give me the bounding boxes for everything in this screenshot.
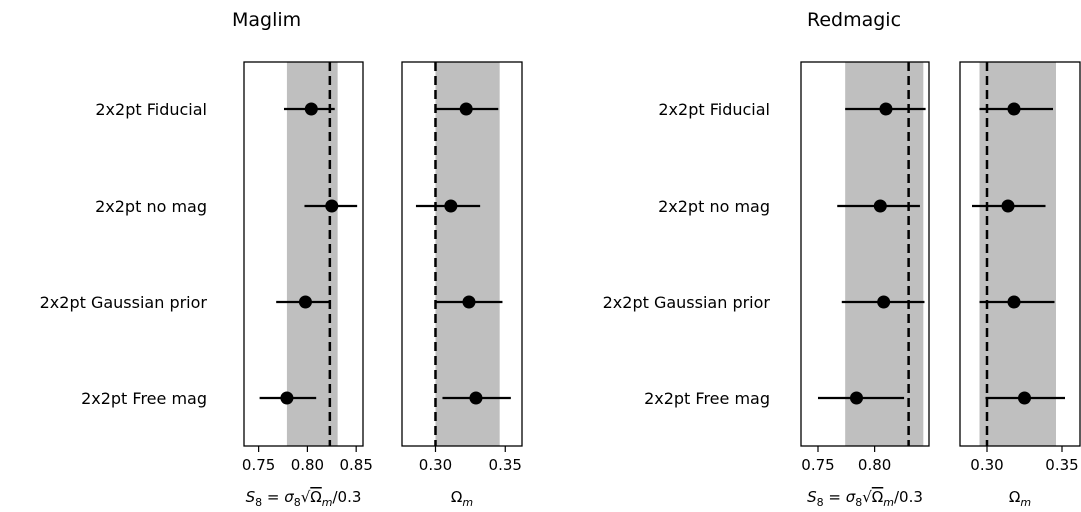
panel-1-subplot-1-point	[325, 199, 339, 213]
panel-2-subplot-2-point	[1007, 295, 1021, 309]
panel-1-subplot-2-point	[459, 102, 473, 116]
axis-label-omega-sub: m	[322, 496, 333, 509]
panel-1-subplot-1-point	[280, 391, 294, 405]
panel-2-subplot-2-band	[979, 62, 1056, 446]
panel-2-subplot-2-tick-label: 0.35	[1045, 456, 1078, 474]
axis-label-sigma: = σ	[262, 488, 294, 506]
panel-2-title: Redmagic	[807, 9, 901, 31]
panel-2-subplot-2-point	[1007, 102, 1021, 116]
axis-label-sqrt: √	[301, 488, 311, 506]
axis-label-tail: /0.3	[894, 488, 923, 506]
panel-2-subplot-1-point	[877, 295, 891, 309]
axis-label-sqrt: √	[862, 488, 872, 506]
panel-1-subplot-2-tick-label: 0.35	[489, 456, 522, 474]
axis-label-omega-sub: m	[883, 496, 894, 509]
axis-label-tail: /0.3	[332, 488, 361, 506]
axis-label-omega-sub: m	[1020, 496, 1031, 509]
axis-label-omega: Ω	[451, 488, 462, 506]
panel-1-row-label: 2x2pt Free mag	[81, 389, 207, 408]
axis-label-s: S	[246, 488, 256, 506]
panel-1-subplot-2-point	[444, 199, 458, 213]
panel-1-row-label: 2x2pt Fiducial	[95, 100, 207, 119]
axis-label-sub: 8	[817, 496, 824, 509]
panel-1-subplot-1-tick-label: 0.85	[339, 456, 372, 474]
panel-2-subplot-1-point	[873, 199, 887, 213]
axis-label-s: S	[807, 488, 817, 506]
panel-2-subplot-1-point	[879, 102, 893, 116]
axis-label-sub2: 8	[855, 496, 862, 509]
panel-1-subplot-1-tick-label: 0.80	[291, 456, 324, 474]
panel-1-subplot-1-point	[298, 295, 312, 309]
panel-2-subplot-2-frame	[959, 61, 1081, 447]
panel-2-row-label: 2x2pt no mag	[658, 197, 770, 216]
axis-label-omega: Ω	[310, 488, 321, 506]
panel-1-subplot-1-tick-label: 0.75	[242, 456, 275, 474]
panel-2-subplot-2-axis-label: Ωm	[1009, 488, 1031, 509]
panel-1-row-label: 2x2pt no mag	[95, 197, 207, 216]
panel-2-subplot-1-axis-label: S8 = σ8√Ωm/0.3	[807, 488, 923, 509]
panel-1-subplot-2-point	[462, 295, 476, 309]
axis-label-omega: Ω	[872, 488, 883, 506]
panel-1-subplot-2-tick-label: 0.30	[419, 456, 452, 474]
panel-2-row-label: 2x2pt Free mag	[644, 389, 770, 408]
panel-1-row-label: 2x2pt Gaussian prior	[40, 293, 208, 312]
panel-2-subplot-1-tick-label: 0.80	[858, 456, 891, 474]
panel-1-title: Maglim	[232, 9, 301, 31]
panel-2-subplot-1-tick-label: 0.75	[801, 456, 834, 474]
panel-2-subplot-2-point	[1001, 199, 1015, 213]
panel-1-subplot-2-axis-label: Ωm	[451, 488, 473, 509]
panel-2-row-label: 2x2pt Gaussian prior	[603, 293, 771, 312]
axis-label-omega-sub: m	[462, 496, 473, 509]
panel-1-subplot-1-point	[304, 102, 318, 116]
panel-1-subplot-2-point	[469, 391, 483, 405]
panel-2-subplot-2-tick-label: 0.30	[970, 456, 1003, 474]
axis-label-omega: Ω	[1009, 488, 1020, 506]
panel-2-subplot-1-frame	[800, 61, 930, 447]
panel-1-subplot-1-frame	[243, 61, 364, 447]
panel-2-subplot-1-point	[850, 391, 864, 405]
panel-2-subplot-2-point	[1018, 391, 1031, 405]
panel-2-row-label: 2x2pt Fiducial	[658, 100, 770, 119]
axis-label-sub2: 8	[294, 496, 301, 509]
panel-2-subplot-1-band	[845, 62, 924, 446]
panel-1-subplot-2-band	[435, 62, 500, 446]
axis-label-sigma: = σ	[824, 488, 856, 506]
panel-1-subplot-2-frame	[401, 61, 523, 447]
panel-1-subplot-1-axis-label: S8 = σ8√Ωm/0.3	[246, 488, 362, 509]
axis-label-sub: 8	[255, 496, 262, 509]
